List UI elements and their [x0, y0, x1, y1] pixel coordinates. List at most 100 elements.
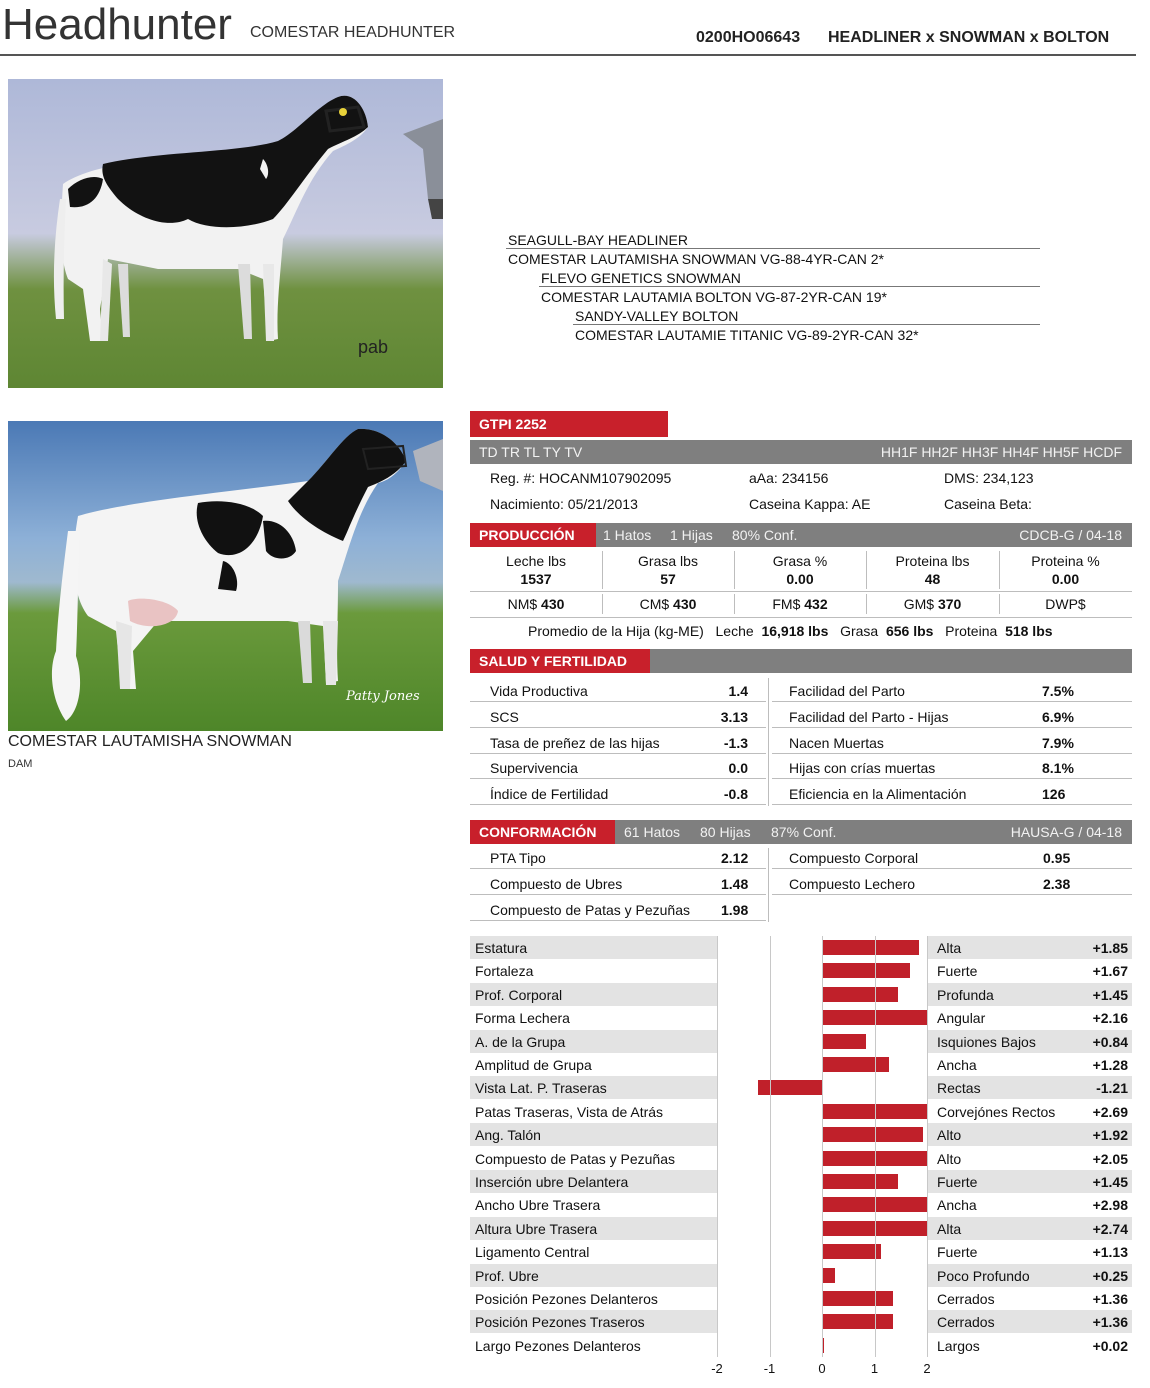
health-right-label: Nacen Muertas: [789, 735, 884, 751]
trait-bar: [822, 1127, 923, 1142]
dam-name: COMESTAR LAUTAMISHA SNOWMAN: [8, 733, 292, 750]
trait-descriptor: Alto: [937, 1127, 962, 1143]
trait-descriptor: Corvejónes Rectos: [937, 1104, 1056, 1120]
trait-value: -1.21: [1096, 1080, 1128, 1096]
milk-value: 1537: [520, 571, 552, 587]
pedigree-great-granddam: COMESTAR LAUTAMIE TITANIC VG-89-2YR-CAN …: [575, 327, 919, 343]
pedigree-rule: [506, 248, 1040, 249]
health-left-value: -0.8: [723, 786, 748, 802]
table-row: Largo Pezones Delanteros Largos +0.02: [470, 1334, 1132, 1357]
dms-code: DMS: 234,123: [944, 470, 1034, 486]
conformation-bar: CONFORMACIÓN 61 Hatos 80 Hijas 87% Conf.…: [470, 820, 1132, 844]
trait-descriptor: Profunda: [937, 987, 994, 1003]
conformation-herds: 61 Hatos: [624, 824, 681, 840]
trait-label: Forma Lechera: [475, 1010, 570, 1026]
trait-value: +1.36: [1092, 1314, 1128, 1330]
row-divider: [470, 617, 1132, 618]
column-divider: [866, 594, 867, 614]
production-confidence: 80% Conf.: [732, 527, 798, 543]
table-row: Ancho Ubre Trasera Ancha +2.98: [470, 1193, 1132, 1216]
trait-value: +2.69: [1092, 1104, 1128, 1120]
conformation-confidence: 87% Conf.: [771, 824, 837, 840]
trait-value: +0.25: [1092, 1268, 1128, 1284]
fat-pct-value: 0.00: [786, 571, 814, 587]
trait-descriptor: Alta: [937, 1221, 962, 1237]
milk-label: Leche lbs: [506, 553, 566, 569]
gtpi-label: GTPI 2252: [479, 416, 547, 432]
gm-value: 370: [937, 596, 962, 612]
trait-bar: [822, 1174, 899, 1189]
fat-value: 57: [660, 571, 676, 587]
trait-descriptor: Cerrados: [937, 1291, 995, 1307]
trait-label: Altura Ubre Trasera: [475, 1221, 598, 1237]
birth-date: Nacimiento: 05/21/2013: [490, 496, 638, 512]
conformation-left-label: Compuesto de Ubres: [490, 876, 623, 892]
trait-bar: [822, 1034, 867, 1049]
trait-bar: [822, 940, 920, 955]
axis-tick-label: -1: [763, 1361, 776, 1376]
reg-number: Reg. #: HOCANM107902095: [490, 470, 672, 486]
daughter-average-label: Promedio de la Hija (kg-ME): [528, 623, 704, 639]
row-divider: [772, 727, 1132, 728]
dwp-index: DWP$: [999, 596, 1132, 612]
nm-index: NM$ 430: [470, 596, 602, 612]
production-daughters: 1 Hijas: [670, 527, 713, 543]
trait-descriptor: Fuerte: [937, 1174, 978, 1190]
row-divider: [470, 920, 766, 921]
row-divider: [772, 778, 1132, 779]
cm-index: CM$ 430: [602, 596, 734, 612]
conformation-left-label: Compuesto de Patas y Pezuñas: [490, 902, 691, 918]
protein-value: 48: [924, 571, 941, 587]
trait-bar: [822, 1244, 882, 1259]
conformation-title: CONFORMACIÓN: [470, 820, 615, 844]
health-right-value: 7.9%: [1042, 735, 1074, 751]
health-right-label: Eficiencia en la Alimentación: [789, 786, 967, 802]
trait-value: +1.67: [1092, 963, 1128, 979]
grid-line: [822, 936, 823, 1357]
trait-label: Prof. Corporal: [475, 987, 563, 1003]
daughter-protein-value: 518 lbs: [1005, 623, 1053, 639]
beta-casein: Caseina Beta:: [944, 496, 1032, 512]
table-row: Amplitud de Grupa Ancha +1.28: [470, 1053, 1132, 1076]
cow-illustration: [51, 428, 443, 721]
table-row: Posición Pezones Delanteros Cerrados +1.36: [470, 1287, 1132, 1310]
conformation-left-value: 2.12: [721, 850, 749, 866]
row-divider: [772, 868, 1132, 869]
health-right-value: 7.5%: [1042, 683, 1074, 699]
conformation-daughters: 80 Hijas: [700, 824, 751, 840]
daughter-fat-label: Grasa: [840, 623, 879, 639]
trait-descriptor: Rectas: [937, 1080, 981, 1096]
health-left-label: Supervivencia: [490, 760, 578, 776]
trait-bar: [822, 1057, 890, 1072]
row-divider: [470, 727, 766, 728]
health-right-value: 6.9%: [1042, 709, 1074, 725]
health-right-label: Facilidad del Parto: [789, 683, 905, 699]
cm-value: 430: [673, 596, 697, 612]
trait-descriptor: Angular: [937, 1010, 986, 1026]
conformation-left-value: 1.48: [721, 876, 749, 892]
dam-photo: Patty Jones: [8, 421, 443, 731]
health-left-value: 3.13: [720, 709, 748, 725]
axis-tick-label: -2: [711, 1361, 723, 1376]
bull-full-name: COMESTAR HEADHUNTER: [250, 24, 456, 41]
dwp-label: DWP$: [1045, 596, 1086, 612]
table-row: Vista Lat. P. Traseras Rectas -1.21: [470, 1076, 1132, 1099]
row-divider: [772, 894, 1132, 895]
trait-label: Ang. Talón: [475, 1127, 541, 1143]
grid-line: [927, 936, 928, 1357]
column-divider: [734, 594, 735, 614]
trait-value: +1.36: [1092, 1291, 1128, 1307]
health-right-label: Hijas con crías muertas: [789, 760, 936, 776]
trait-descriptor: Ancha: [937, 1197, 977, 1213]
health-left-label: Vida Productiva: [490, 683, 588, 699]
trait-descriptor: Cerrados: [937, 1314, 995, 1330]
row-divider: [470, 591, 1132, 592]
column-divider: [602, 594, 603, 614]
pedigree-mggs: SANDY-VALLEY BOLTON: [575, 308, 739, 324]
column-divider: [602, 551, 603, 589]
trait-codes: TD TR TL TY TV: [479, 444, 583, 460]
sire-photo-credit: pab: [358, 337, 389, 357]
fat-label: Grasa lbs: [638, 553, 698, 569]
table-row: Altura Ubre Trasera Alta +2.74: [470, 1217, 1132, 1240]
trait-label: Prof. Ubre: [475, 1268, 539, 1284]
